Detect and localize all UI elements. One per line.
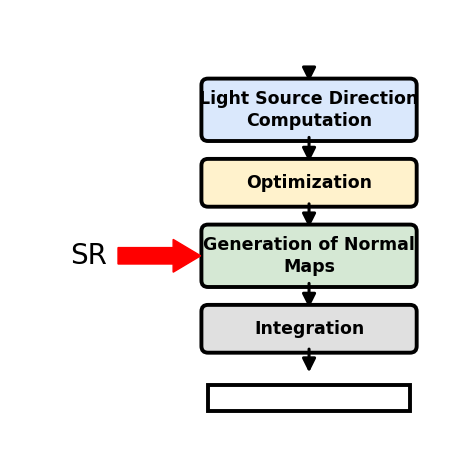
FancyBboxPatch shape [201,159,417,207]
Bar [208,385,410,411]
FancyBboxPatch shape [201,225,417,287]
FancyBboxPatch shape [201,79,417,141]
Polygon shape [118,239,201,272]
Text: Generation of Normal
Maps: Generation of Normal Maps [203,236,415,276]
Text: SR: SR [70,242,107,270]
Text: Light Source Direction
Computation: Light Source Direction Computation [200,90,419,130]
Text: Integration: Integration [254,320,364,338]
Text: Optimization: Optimization [246,174,372,192]
FancyBboxPatch shape [201,305,417,353]
